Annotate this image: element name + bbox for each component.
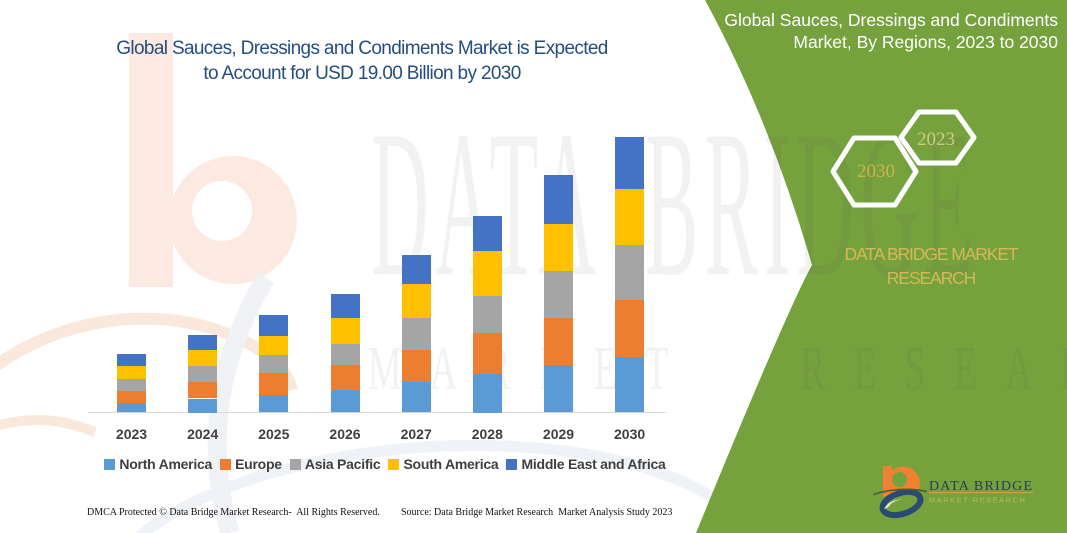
- svg-text:MARKET RESEARCH: MARKET RESEARCH: [929, 496, 1026, 505]
- svg-text:2023: 2023: [917, 129, 955, 150]
- svg-text:DATA BRIDGE: DATA BRIDGE: [929, 479, 1033, 494]
- svg-text:2030: 2030: [857, 161, 895, 182]
